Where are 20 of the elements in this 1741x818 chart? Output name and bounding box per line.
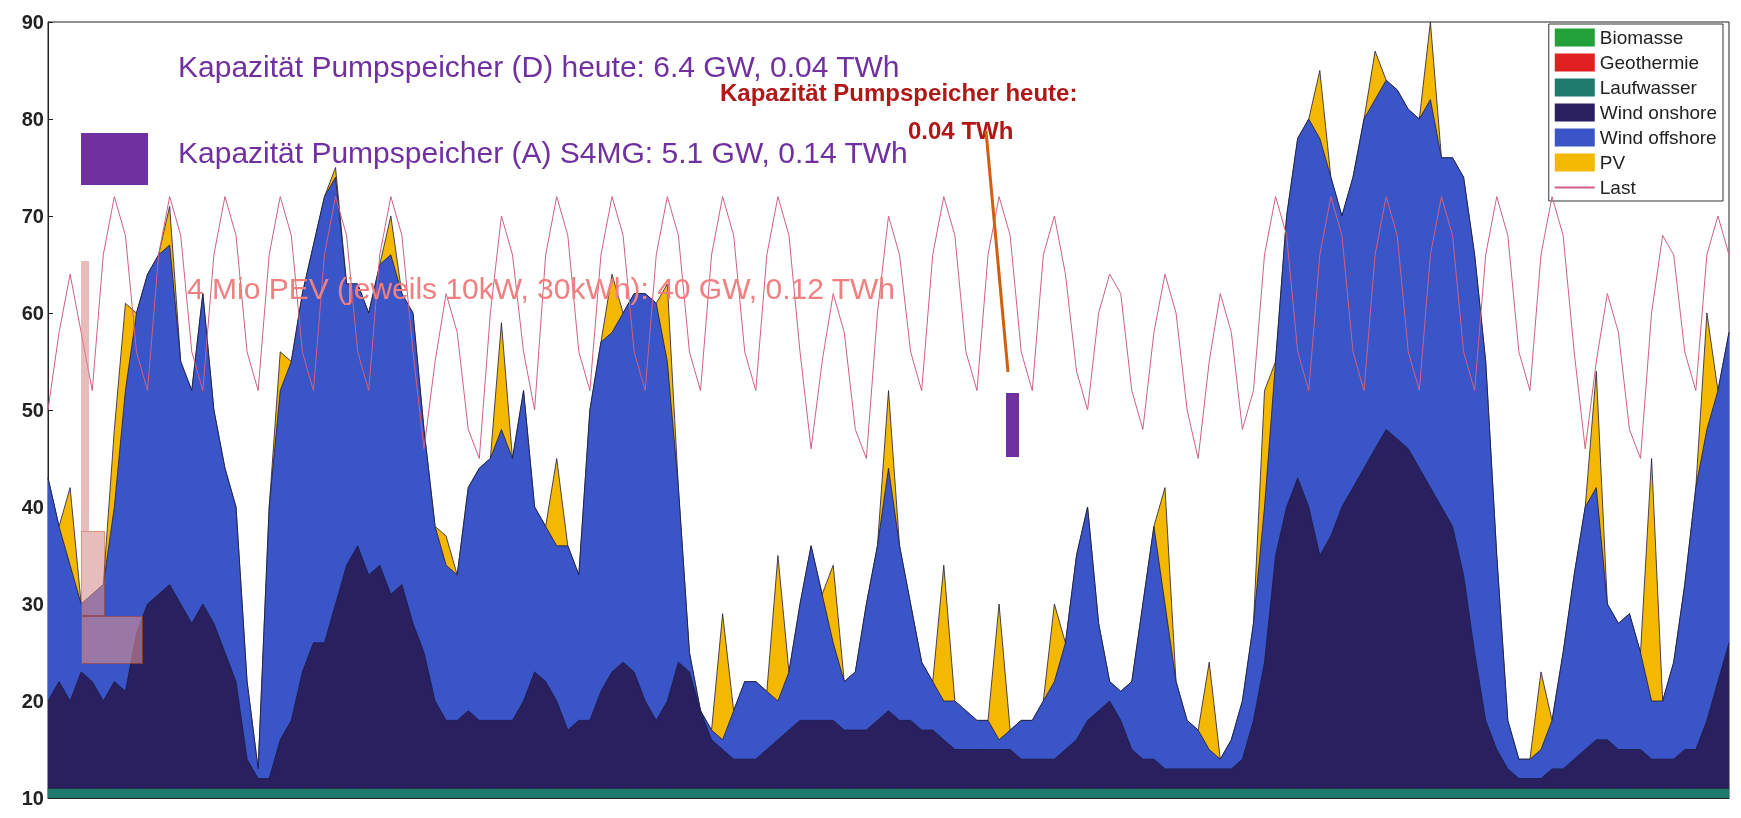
legend-label: PV xyxy=(1599,152,1626,173)
annotation: 0.04 TWh xyxy=(908,117,1014,145)
y-tick-label: 40 xyxy=(21,496,44,518)
y-tick-label: 20 xyxy=(21,690,44,712)
legend-label: Wind offshore xyxy=(1599,127,1717,148)
y-tick-label: 30 xyxy=(21,593,44,615)
y-tick-label: 80 xyxy=(21,108,44,130)
y-tick-label: 90 xyxy=(21,11,44,33)
y-tick-label: 10 xyxy=(21,787,44,809)
line-series xyxy=(47,196,1730,459)
annotation: Kapazität Pumpspeicher (A) S4MG: 5.1 GW, 0.14 TWh xyxy=(178,136,908,169)
legend-label: Last xyxy=(1599,177,1637,198)
legend-label: Wind onshore xyxy=(1599,102,1718,123)
legend-label: Biomasse xyxy=(1599,27,1684,48)
legend-label: Geothermie xyxy=(1599,52,1700,73)
legend-label: Laufwasser xyxy=(1599,77,1698,98)
annotation: Kapazität Pumpspeicher (D) heute: 6.4 GW, 0.04 TWh xyxy=(178,50,900,83)
y-tick-label: 60 xyxy=(21,302,44,324)
y-tick-label: 50 xyxy=(21,399,44,421)
y-tick-label: 70 xyxy=(21,205,44,227)
